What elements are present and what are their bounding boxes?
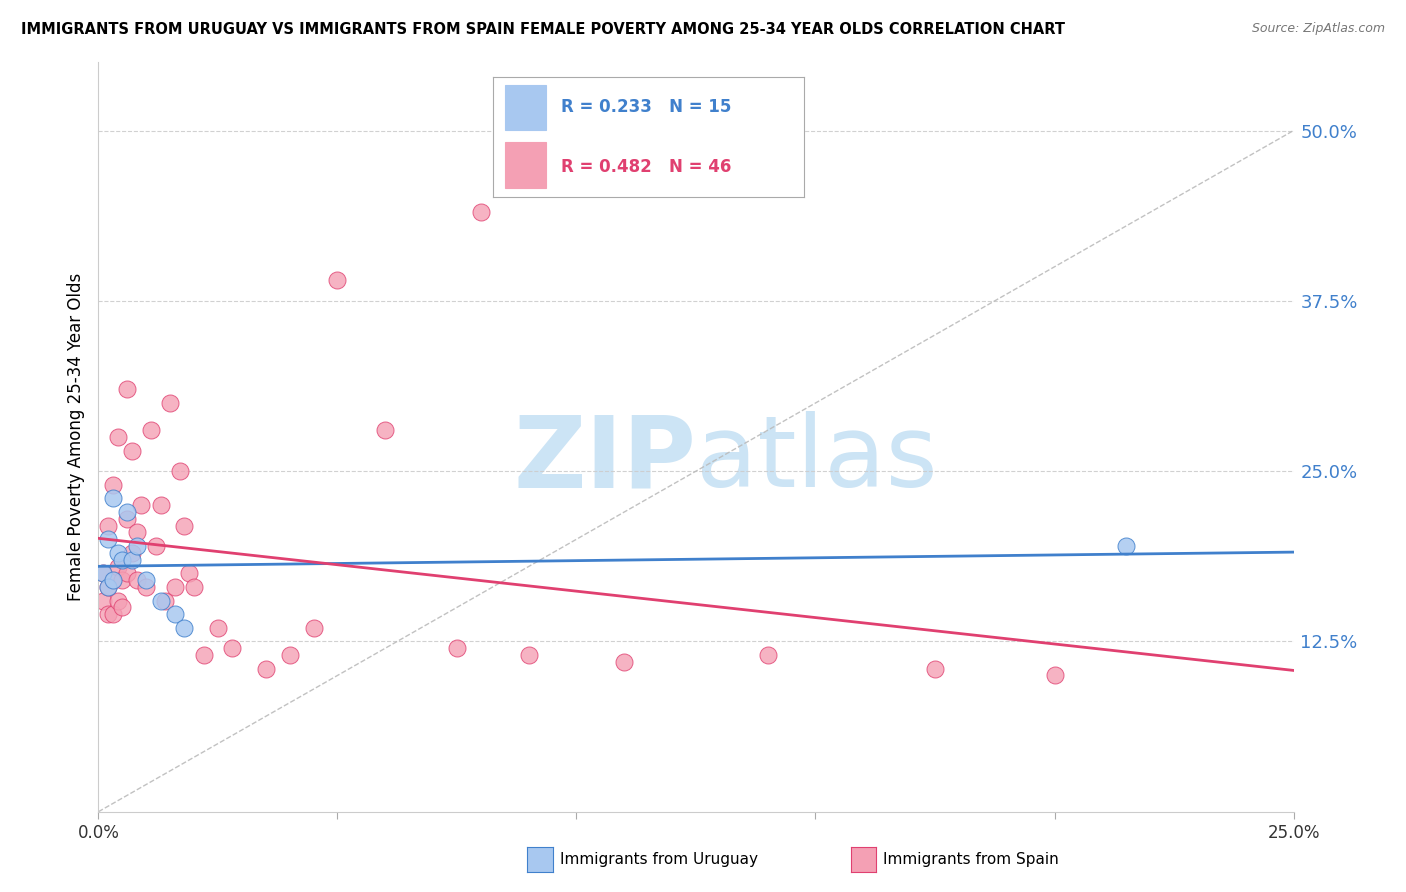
Point	[107, 593, 129, 607]
Point	[302, 621, 325, 635]
Point	[111, 600, 134, 615]
Text: Immigrants from Spain: Immigrants from Spain	[883, 853, 1059, 867]
Point	[125, 525, 148, 540]
Point	[107, 559, 129, 574]
Text: atlas: atlas	[696, 411, 938, 508]
Text: Immigrants from Uruguay: Immigrants from Uruguay	[560, 853, 758, 867]
Point	[374, 423, 396, 437]
Point	[145, 539, 167, 553]
Point	[107, 430, 129, 444]
Point	[1115, 539, 1137, 553]
Point	[101, 477, 124, 491]
Point	[125, 573, 148, 587]
Point	[517, 648, 540, 662]
Point	[135, 580, 157, 594]
Point	[97, 607, 120, 622]
Point	[97, 580, 120, 594]
Text: Source: ZipAtlas.com: Source: ZipAtlas.com	[1251, 22, 1385, 36]
Point	[207, 621, 229, 635]
Point	[326, 273, 349, 287]
Point	[111, 552, 134, 566]
Point	[446, 641, 468, 656]
Point	[111, 573, 134, 587]
Point	[193, 648, 215, 662]
Point	[254, 662, 277, 676]
Point	[173, 621, 195, 635]
Point	[163, 607, 186, 622]
Point	[924, 662, 946, 676]
Point	[91, 593, 114, 607]
Point	[115, 566, 138, 581]
Point	[470, 205, 492, 219]
Point	[1043, 668, 1066, 682]
Point	[155, 593, 177, 607]
Point	[173, 518, 195, 533]
Point	[159, 396, 181, 410]
Point	[97, 518, 120, 533]
Point	[97, 580, 120, 594]
Point	[169, 464, 191, 478]
Point	[121, 546, 143, 560]
Y-axis label: Female Poverty Among 25-34 Year Olds: Female Poverty Among 25-34 Year Olds	[66, 273, 84, 601]
Point	[101, 607, 124, 622]
Point	[613, 655, 636, 669]
Point	[149, 498, 172, 512]
Point	[101, 491, 124, 506]
Point	[179, 566, 201, 581]
Point	[183, 580, 205, 594]
Point	[97, 533, 120, 547]
Text: ZIP: ZIP	[513, 411, 696, 508]
Point	[131, 498, 153, 512]
Point	[125, 539, 148, 553]
Point	[163, 580, 186, 594]
Point	[135, 573, 157, 587]
Point	[139, 423, 162, 437]
Point	[121, 443, 143, 458]
Point	[221, 641, 243, 656]
Point	[149, 593, 172, 607]
Point	[278, 648, 301, 662]
Point	[115, 383, 138, 397]
Point	[107, 546, 129, 560]
Point	[115, 512, 138, 526]
Point	[756, 648, 779, 662]
Point	[121, 552, 143, 566]
Point	[115, 505, 138, 519]
Point	[91, 566, 114, 581]
Point	[101, 573, 124, 587]
Point	[91, 566, 114, 581]
Point	[101, 573, 124, 587]
Text: IMMIGRANTS FROM URUGUAY VS IMMIGRANTS FROM SPAIN FEMALE POVERTY AMONG 25-34 YEAR: IMMIGRANTS FROM URUGUAY VS IMMIGRANTS FR…	[21, 22, 1066, 37]
